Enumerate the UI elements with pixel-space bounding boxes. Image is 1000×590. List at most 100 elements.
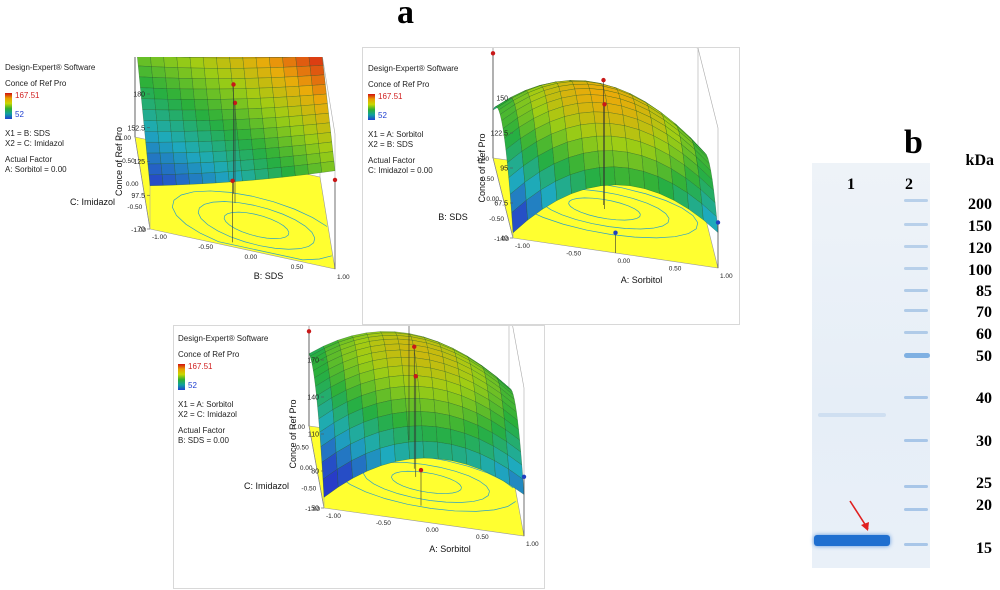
right-axis-label: A: Sorbitol bbox=[621, 275, 663, 285]
kda-marker-label: 150 bbox=[968, 218, 992, 235]
plot2-actual-factor: C: Imidazol = 0.00 bbox=[368, 166, 433, 175]
right-axis-tick-label: -0.50 bbox=[566, 251, 581, 258]
z-axis-label: Conce of Ref Pro bbox=[288, 399, 298, 468]
plot2-software-label: Design-Expert® Software bbox=[368, 64, 459, 73]
kda-marker-label: 15 bbox=[976, 540, 992, 557]
right-axis-label: A: Sorbitol bbox=[429, 544, 471, 554]
plot1-color-legend: 167.51 52 bbox=[5, 91, 95, 123]
left-axis-tick-label: -0.50 bbox=[127, 204, 142, 211]
z-tick-label: 122.5 bbox=[490, 131, 508, 138]
z-tick-label: 70 bbox=[137, 227, 145, 234]
marker-band bbox=[904, 331, 928, 334]
left-axis-tick-label: 1.00 bbox=[292, 424, 305, 431]
marker-band bbox=[904, 223, 928, 226]
marker-band bbox=[904, 396, 928, 399]
left-axis-tick-label: 0.00 bbox=[126, 181, 139, 188]
kda-marker-label: 120 bbox=[968, 240, 992, 257]
kda-marker-label: 200 bbox=[968, 196, 992, 213]
left-axis-tick-label: -0.50 bbox=[301, 486, 316, 493]
plot1-actual-factor: A: Sorbitol = 0.00 bbox=[5, 165, 67, 174]
left-axis-tick-label: 0.00 bbox=[486, 196, 499, 203]
plot3-software-label: Design-Expert® Software bbox=[178, 334, 269, 343]
plot1-legend-gradient bbox=[5, 93, 12, 119]
marker-band bbox=[904, 353, 930, 358]
lane-label-2: 2 bbox=[905, 176, 913, 193]
plot3-x2: X2 = C: Imidazol bbox=[178, 410, 237, 419]
plot2-legend-gradient bbox=[368, 94, 375, 120]
lane-label-1: 1 bbox=[847, 176, 855, 193]
left-axis-tick-label: -0.50 bbox=[489, 216, 504, 223]
z-tick-label: 150 bbox=[496, 96, 508, 103]
response-surface-plot-2: Design-Expert® Software Conce of Ref Pro… bbox=[362, 47, 740, 325]
design-point bbox=[412, 344, 417, 349]
left-axis-tick-label: 0.50 bbox=[122, 158, 135, 165]
plot2-legend-max: 167.51 bbox=[378, 92, 403, 101]
plot1-legend-max: 167.51 bbox=[15, 91, 40, 100]
z-tick-label: 170 bbox=[307, 358, 319, 365]
left-axis-tick-label: -1.00 bbox=[131, 227, 146, 234]
marker-band bbox=[904, 309, 928, 312]
z-tick-label: 125 bbox=[133, 159, 145, 166]
plot1-actual-factor-title: Actual Factor bbox=[5, 155, 53, 164]
plot1-software-label: Design-Expert® Software bbox=[5, 63, 96, 72]
marker-band bbox=[904, 543, 928, 546]
left-axis-label: C: Imidazol bbox=[70, 197, 115, 207]
left-axis-tick-label: 0.50 bbox=[296, 445, 309, 452]
plot2-legend-min: 52 bbox=[378, 111, 387, 120]
right-axis-tick-label: -0.50 bbox=[198, 244, 213, 251]
left-axis-tick-label: 1.00 bbox=[118, 135, 131, 142]
design-point bbox=[413, 374, 418, 379]
left-axis-tick-label: -1.00 bbox=[305, 506, 320, 513]
design-point bbox=[332, 177, 338, 183]
design-point bbox=[602, 102, 607, 107]
kda-marker-label: 100 bbox=[968, 262, 992, 279]
plot3-x1: X1 = A: Sorbitol bbox=[178, 400, 234, 409]
kda-marker-label: 25 bbox=[976, 475, 992, 492]
marker-band bbox=[904, 289, 928, 292]
plot1-legend-min: 52 bbox=[15, 110, 24, 119]
plot2-color-legend: 167.51 52 bbox=[368, 92, 458, 124]
marker-band bbox=[904, 267, 928, 270]
z-tick-label: 67.5 bbox=[494, 201, 508, 208]
plot3-actual-factor-title: Actual Factor bbox=[178, 426, 226, 435]
right-axis-tick-label: -1.00 bbox=[515, 243, 530, 250]
left-axis-tick-label: -1.00 bbox=[494, 236, 509, 243]
plot3-legend-min: 52 bbox=[188, 381, 197, 390]
right-axis-tick-label: 1.00 bbox=[720, 273, 733, 280]
kda-marker-label: 50 bbox=[976, 348, 992, 365]
kda-marker-label: 30 bbox=[976, 433, 992, 450]
left-axis-tick-label: 0.50 bbox=[481, 176, 494, 183]
design-point bbox=[601, 77, 606, 83]
right-axis-tick-label: 0.00 bbox=[618, 258, 631, 265]
sds-page-gel bbox=[812, 163, 930, 568]
design-point bbox=[232, 100, 238, 106]
contour-line bbox=[363, 461, 490, 503]
plot1-info: Design-Expert® Software Conce of Ref Pro… bbox=[5, 63, 95, 175]
design-point bbox=[418, 467, 424, 473]
plot2-x2: X2 = B: SDS bbox=[368, 140, 414, 149]
plot3-response-label: Conce of Ref Pro bbox=[178, 350, 240, 359]
contour-line bbox=[391, 470, 462, 494]
kda-unit-label: kDa bbox=[965, 152, 994, 169]
target-protein-band bbox=[814, 535, 890, 546]
right-axis-tick-label: -1.00 bbox=[326, 513, 341, 520]
marker-band bbox=[904, 485, 928, 488]
kda-marker-label: 85 bbox=[976, 283, 992, 300]
z-tick-label: 110 bbox=[308, 432, 319, 439]
plot3-legend-max: 167.51 bbox=[188, 362, 213, 371]
plot1-x2: X2 = C: Imidazol bbox=[5, 139, 64, 148]
plot3-actual-factor: B: SDS = 0.00 bbox=[178, 436, 229, 445]
kda-marker-label: 70 bbox=[976, 304, 992, 321]
panel-label-a: a bbox=[397, 0, 414, 31]
response-surface-mesh bbox=[308, 331, 525, 498]
left-axis-tick-label: 0.00 bbox=[300, 465, 313, 472]
z-axis-label: Conce of Ref Pro bbox=[477, 133, 487, 202]
plot2-actual-factor-title: Actual Factor bbox=[368, 156, 416, 165]
axis-frame bbox=[695, 48, 699, 188]
plot3-info: Design-Expert® Software Conce of Ref Pro… bbox=[178, 334, 268, 446]
kda-marker-label: 40 bbox=[976, 390, 992, 407]
right-axis-tick-label: 0.50 bbox=[291, 264, 304, 271]
panel-label-b: b bbox=[904, 124, 923, 161]
